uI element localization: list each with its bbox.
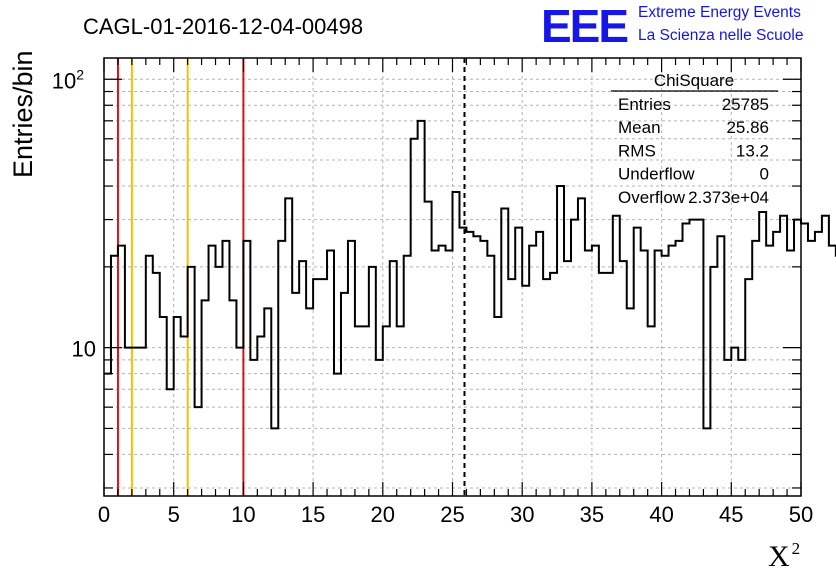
x-tick-label: 50 [789, 502, 813, 527]
stats-value-rms: 13.2 [736, 141, 769, 160]
stats-value-mean: 25.86 [726, 118, 769, 137]
y-axis-label: Entries/bin [8, 50, 38, 178]
stats-label-rms: RMS [618, 141, 656, 160]
logo-subtitle-line2: La Scienza nelle Scuole [638, 27, 803, 44]
stats-rows: Entries 25785 Mean 25.86 RMS 13.2 Underflow 0 Ov… [618, 95, 769, 207]
x-tick-label: 45 [719, 502, 743, 527]
stats-label-mean: Mean [618, 118, 661, 137]
y-tick-label: 102 [52, 66, 84, 93]
stats-label-overflow: Overflow [618, 188, 686, 207]
x-tick-label: 5 [168, 502, 180, 527]
x-tick-label: 35 [580, 502, 604, 527]
x-tick-label: 30 [510, 502, 534, 527]
x-tick-label: 20 [371, 502, 395, 527]
y-tick-label: 10 [72, 337, 96, 362]
stats-title: ChiSquare [654, 71, 734, 90]
x-tick-labels: 0 5 10 15 20 25 30 35 40 45 50 [98, 502, 813, 527]
axis-ticks [103, 58, 802, 496]
vertical-markers [116, 58, 466, 496]
x-tick-label: 15 [301, 502, 325, 527]
histogram-series [104, 119, 836, 430]
stats-value-entries: 25785 [722, 95, 769, 114]
x-tick-label: 10 [231, 502, 255, 527]
eee-logo: EEE [541, 0, 627, 52]
stats-label-underflow: Underflow [618, 165, 695, 184]
logo-subtitle-line1: Extreme Energy Events [638, 4, 801, 21]
y-tick-labels: 10 102 [52, 66, 96, 361]
stats-label-entries: Entries [618, 95, 671, 114]
x-tick-label: 25 [440, 502, 464, 527]
x-tick-label: 0 [98, 502, 110, 527]
stats-value-underflow: 0 [760, 165, 769, 184]
x-tick-label: 40 [649, 502, 673, 527]
stats-value-overflow: 2.373e+04 [688, 188, 769, 207]
chart-title: CAGL-01-2016-12-04-00498 [83, 14, 363, 39]
statistics-box: ChiSquare Entries 25785 Mean 25.86 RMS 13.2 Un… [611, 71, 778, 207]
